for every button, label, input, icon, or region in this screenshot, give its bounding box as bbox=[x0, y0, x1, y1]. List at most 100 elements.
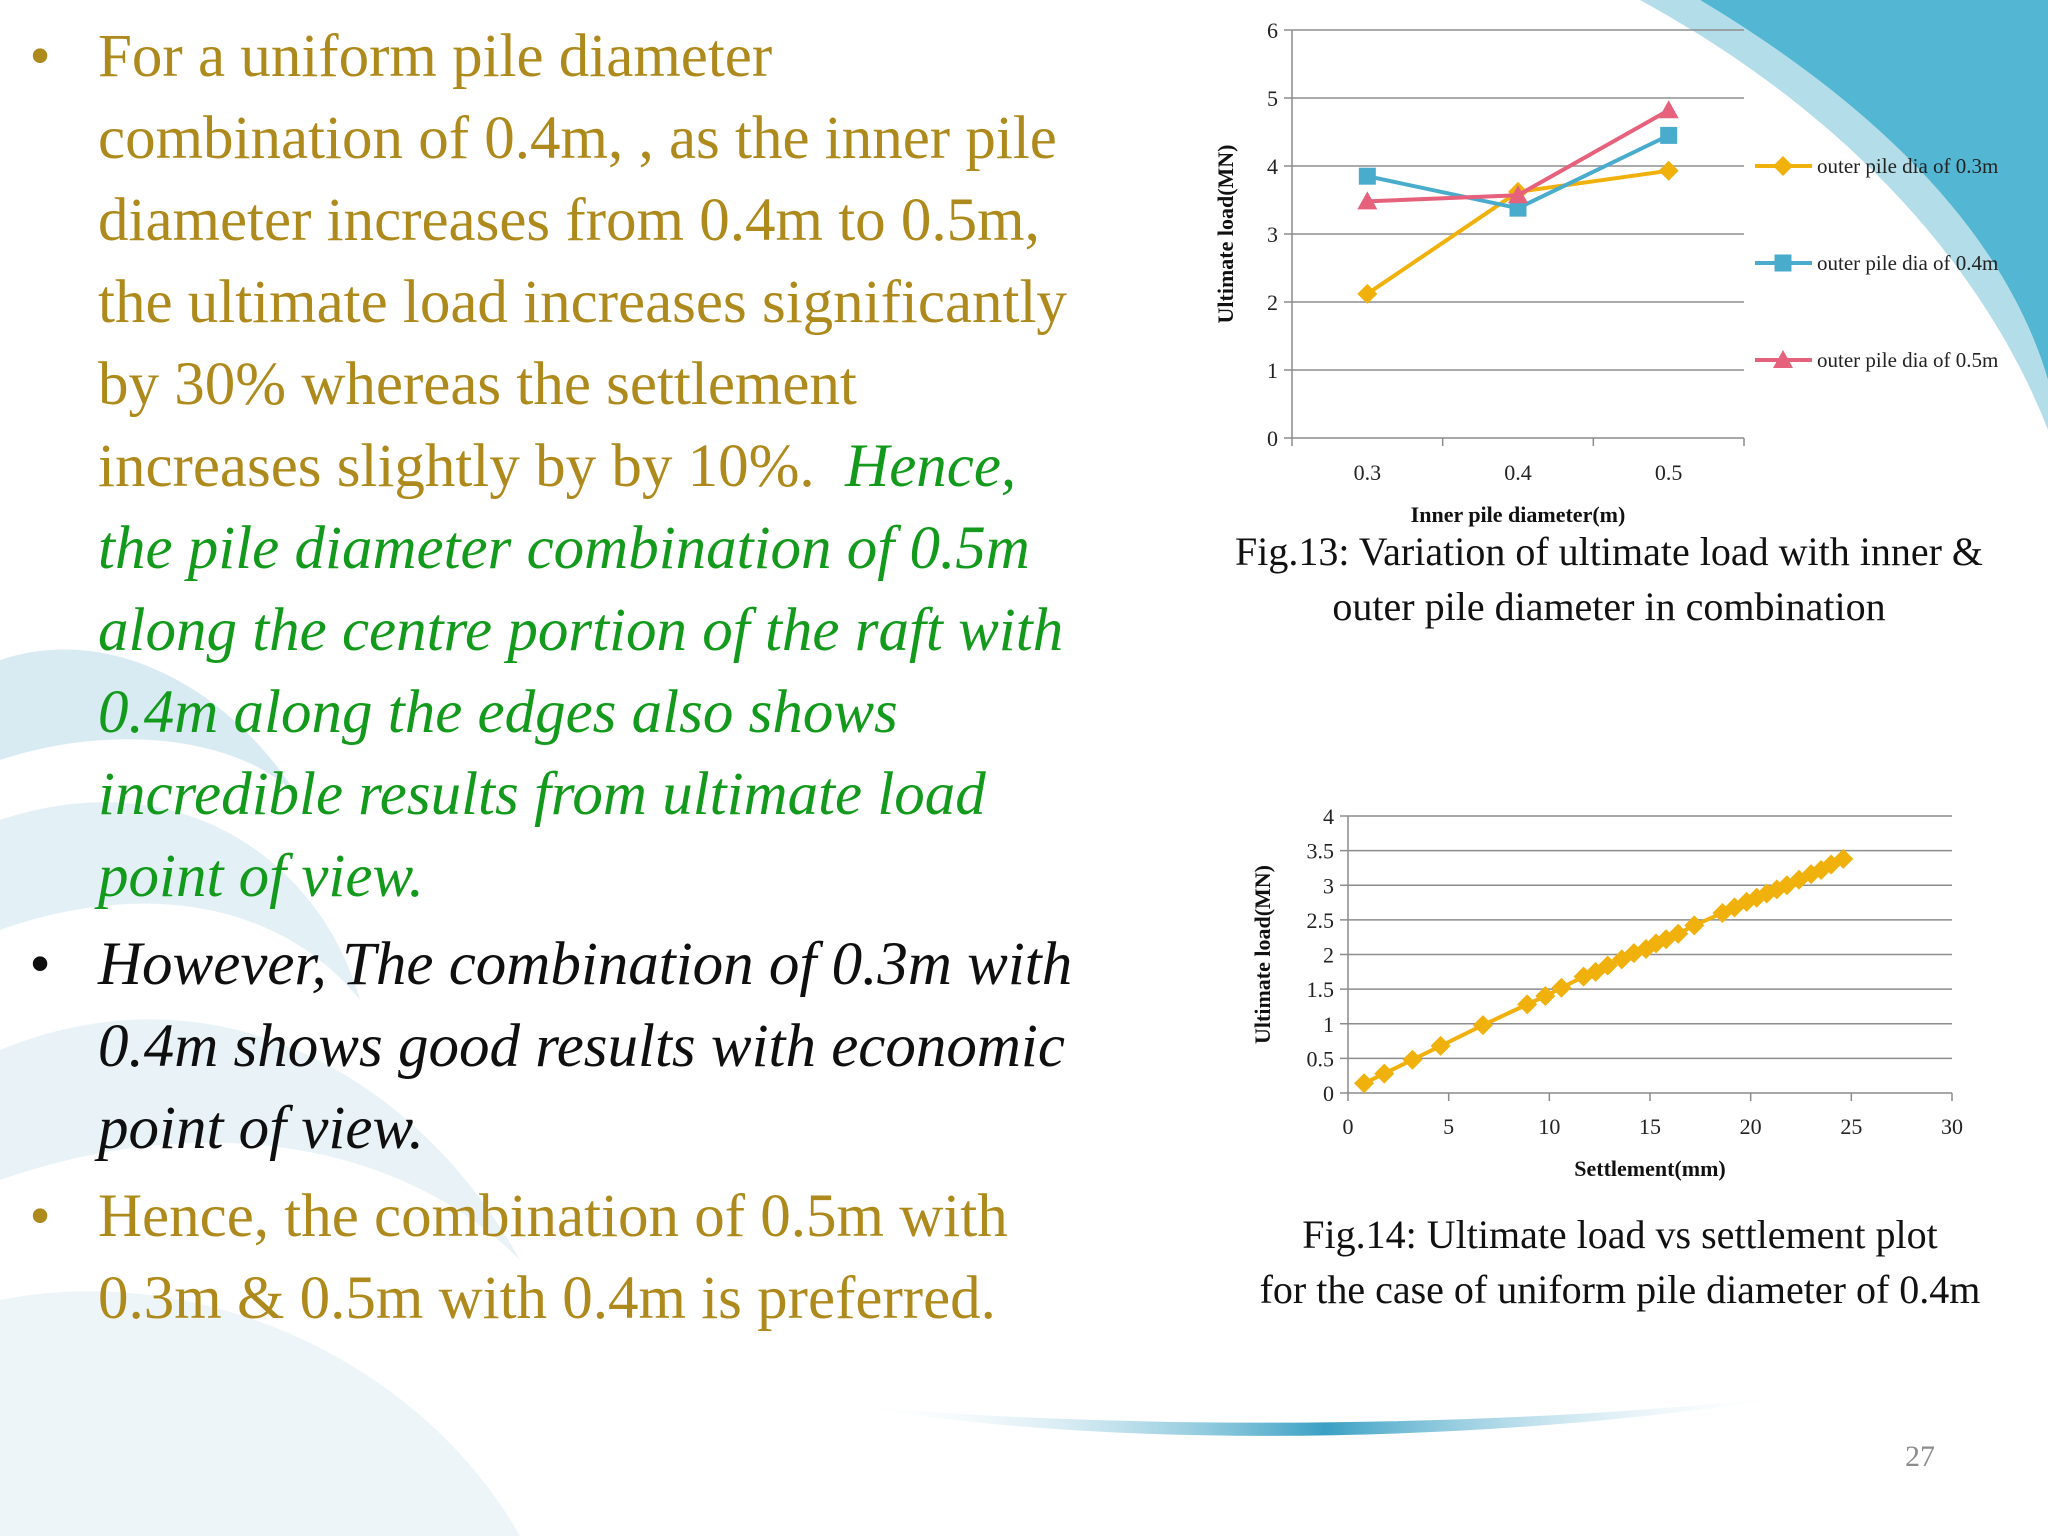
x-tick-label: 30 bbox=[1941, 1114, 1963, 1139]
legend-label: outer pile dia of 0.5m bbox=[1817, 348, 1998, 372]
bullet-marker: • bbox=[29, 1183, 51, 1250]
y-tick-label: 1 bbox=[1323, 1012, 1334, 1037]
data-point bbox=[1374, 1063, 1395, 1084]
y-tick-label: 1 bbox=[1267, 358, 1278, 383]
bullet-line: increases slightly by by 10%. Hence, bbox=[98, 426, 1200, 508]
data-point bbox=[1354, 1073, 1375, 1094]
legend-marker bbox=[1773, 156, 1793, 176]
data-point bbox=[1508, 185, 1528, 204]
legend-marker bbox=[1773, 350, 1793, 368]
y-tick-label: 3.5 bbox=[1307, 839, 1335, 864]
y-tick-label: 3 bbox=[1267, 222, 1278, 247]
caption-line: outer pile diameter in combination bbox=[1332, 584, 1886, 629]
bullet-line-text: incredible results from ultimate load bbox=[98, 761, 986, 828]
x-tick-label: 25 bbox=[1840, 1114, 1862, 1139]
caption-line: Fig.13: Variation of ultimate load with … bbox=[1234, 529, 1984, 574]
data-point bbox=[1573, 966, 1594, 987]
data-point bbox=[1357, 191, 1378, 210]
y-tick-label: 2 bbox=[1267, 290, 1278, 315]
y-tick-label: 5 bbox=[1267, 86, 1278, 111]
bullet-line: combination of 0.4m, , as the inner pile bbox=[98, 98, 1200, 180]
page-number: 27 bbox=[1905, 1440, 1935, 1473]
bullet-line-text: the ultimate load increases significantl… bbox=[98, 269, 1067, 336]
caption-line: Fig.14: Ultimate load vs settlement plot bbox=[1302, 1212, 1938, 1257]
data-point bbox=[1535, 986, 1556, 1007]
x-tick-label: 10 bbox=[1538, 1114, 1560, 1139]
chart-ultimate-load-vs-inner-pile-diameter: 0 1 2 3 4 5 6 0.3 0.4 0.5 Inner pile diameter(m) Ul… bbox=[1213, 18, 1998, 527]
bullet-line-text: combination of 0.4m, , as the inner pile bbox=[98, 105, 1057, 172]
y-tick-label: 0 bbox=[1323, 1081, 1334, 1106]
x-tick-label: 15 bbox=[1639, 1114, 1661, 1139]
data-point bbox=[1357, 283, 1378, 304]
data-point bbox=[1724, 897, 1745, 918]
data-point bbox=[1656, 929, 1677, 950]
bullet-line-text: 0.4m shows good results with economic bbox=[98, 1013, 1065, 1080]
data-point bbox=[1684, 915, 1705, 936]
data-point bbox=[1833, 848, 1854, 869]
y-tick-label: 4 bbox=[1323, 804, 1334, 829]
data-point bbox=[1746, 887, 1767, 908]
y-axis-title: Ultimate load(MN) bbox=[1213, 144, 1238, 323]
bullet-line: point of view. bbox=[98, 836, 1200, 918]
x-axis-title: Settlement(mm) bbox=[1574, 1156, 1726, 1181]
data-point bbox=[1766, 879, 1787, 900]
data-point bbox=[1646, 933, 1667, 954]
bullet-line-text: Hence, the combination of 0.5m with bbox=[98, 1183, 1008, 1250]
data-point bbox=[1509, 199, 1527, 217]
bullet-line-text: point of view. bbox=[98, 1095, 424, 1162]
data-point bbox=[1635, 938, 1656, 959]
y-tick-label: 3 bbox=[1323, 873, 1334, 898]
data-point bbox=[1517, 994, 1538, 1015]
bullet-line-text: 0.3m & 0.5m with 0.4m is preferred. bbox=[98, 1265, 996, 1332]
bullet-item: • For a uniform pile diameter combination … bbox=[0, 16, 1200, 918]
bullet-item: • Hence, the combination of 0.5m with 0.3m… bbox=[0, 1176, 1200, 1340]
legend-marker bbox=[1774, 254, 1792, 272]
y-tick-label: 0 bbox=[1267, 426, 1278, 451]
x-tick-label: 0.4 bbox=[1504, 460, 1532, 485]
bullet-line: 0.4m along the edges also shows bbox=[98, 672, 1200, 754]
x-tick-label: 0.3 bbox=[1354, 460, 1382, 485]
bullet-line: point of view. bbox=[98, 1088, 1200, 1170]
bullet-line-text: point of view. bbox=[98, 843, 424, 910]
bullet-line-text: 0.4m along the edges also shows bbox=[98, 679, 898, 746]
y-tick-label: 2 bbox=[1323, 943, 1334, 968]
data-point bbox=[1736, 891, 1757, 912]
x-tick-label: 5 bbox=[1443, 1114, 1454, 1139]
data-point bbox=[1660, 126, 1678, 144]
bullet-line-text: by 30% whereas the settlement bbox=[98, 351, 857, 418]
data-point bbox=[1776, 875, 1797, 896]
bullet-line: For a uniform pile diameter bbox=[98, 16, 1200, 98]
figure-13-caption: Fig.13: Variation of ultimate load with … bbox=[1170, 524, 2048, 634]
bullet-line: Hence, the combination of 0.5m with bbox=[98, 1176, 1200, 1258]
y-axis-title: Ultimate load(MN) bbox=[1250, 865, 1275, 1044]
bullet-list: • For a uniform pile diameter combination … bbox=[0, 16, 1200, 1340]
data-point bbox=[1658, 100, 1679, 119]
data-point bbox=[1658, 160, 1679, 181]
bullet-line: incredible results from ultimate load bbox=[98, 754, 1200, 836]
bullet-item: • However, The combination of 0.3m with 0.… bbox=[0, 924, 1200, 1170]
bullet-line-text: However, The combination of 0.3m with bbox=[98, 931, 1073, 998]
data-point bbox=[1402, 1049, 1423, 1070]
x-tick-label: 20 bbox=[1740, 1114, 1762, 1139]
y-tick-label: 1.5 bbox=[1307, 977, 1335, 1002]
bullet-line: by 30% whereas the settlement bbox=[98, 344, 1200, 426]
bullet-line: along the centre portion of the raft wit… bbox=[98, 590, 1200, 672]
y-tick-label: 0.5 bbox=[1307, 1046, 1335, 1071]
bullet-line: 0.3m & 0.5m with 0.4m is preferred. bbox=[98, 1258, 1200, 1340]
y-tick-label: 4 bbox=[1267, 154, 1278, 179]
bullet-line-text: along the centre portion of the raft wit… bbox=[98, 597, 1064, 664]
data-point bbox=[1358, 167, 1376, 185]
legend-label: outer pile dia of 0.4m bbox=[1817, 251, 1998, 275]
bullet-line: diameter increases from 0.4m to 0.5m, bbox=[98, 180, 1200, 262]
bullet-line-text: For a uniform pile diameter bbox=[98, 23, 773, 90]
data-point bbox=[1472, 1015, 1493, 1036]
bullet-line: the ultimate load increases significantl… bbox=[98, 262, 1200, 344]
x-axis-title: Inner pile diameter(m) bbox=[1411, 502, 1626, 527]
data-point bbox=[1430, 1035, 1451, 1056]
chart-ultimate-load-vs-settlement: 0 0.5 1 1.5 2 2.5 3 3.5 4 0 5 10 15 20 25 30 Settlement(… bbox=[1250, 804, 1963, 1181]
x-tick-label: 0 bbox=[1343, 1114, 1354, 1139]
bullet-line-text: diameter increases from 0.4m to 0.5m, bbox=[98, 187, 1040, 254]
x-tick-label: 0.5 bbox=[1655, 460, 1683, 485]
data-point bbox=[1668, 923, 1689, 944]
